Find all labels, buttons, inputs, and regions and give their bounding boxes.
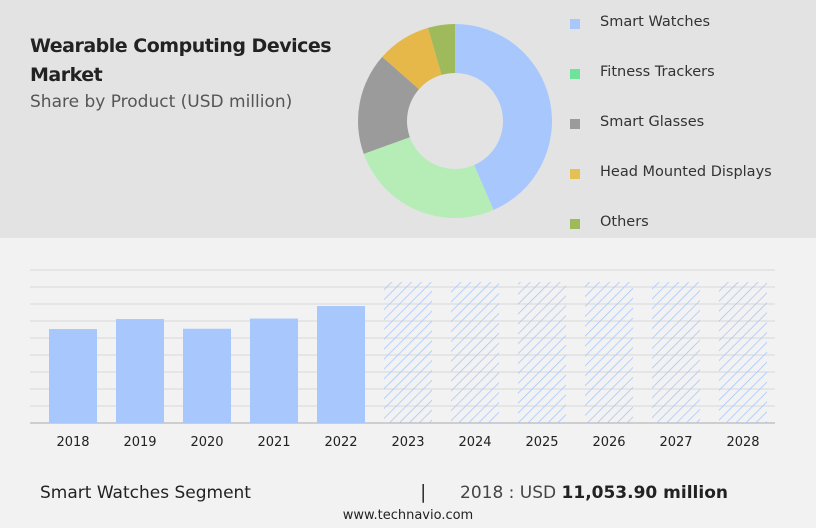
x-tick-label: 2027 bbox=[659, 435, 692, 450]
bar-2023 bbox=[384, 282, 432, 423]
bar-2025 bbox=[518, 282, 566, 423]
legend: Smart Watches Fitness Trackers Smart Glass… bbox=[570, 14, 816, 234]
legend-item: Smart Watches bbox=[570, 14, 810, 34]
bar-2019 bbox=[116, 319, 164, 423]
bar-2028 bbox=[719, 282, 767, 423]
legend-item: Fitness Trackers bbox=[570, 64, 810, 84]
legend-swatch bbox=[570, 119, 580, 129]
legend-swatch bbox=[570, 169, 580, 179]
segment-label: Smart Watches Segment bbox=[40, 483, 251, 503]
x-tick-label: 2020 bbox=[190, 435, 223, 450]
legend-label: Others bbox=[600, 214, 649, 230]
bar-2021 bbox=[250, 318, 298, 423]
donut-slice-fitness-trackers bbox=[363, 137, 494, 218]
x-tick-label: 2026 bbox=[592, 435, 625, 450]
legend-swatch bbox=[570, 219, 580, 229]
page-title: Wearable Computing Devices Market bbox=[30, 35, 332, 86]
source-url: www.technavio.com bbox=[342, 508, 474, 523]
legend-item: Head Mounted Displays bbox=[570, 164, 810, 184]
bar-2027 bbox=[652, 282, 700, 423]
x-tick-label: 2018 bbox=[56, 435, 89, 450]
legend-item: Smart Glasses bbox=[570, 114, 810, 134]
x-tick-label: 2024 bbox=[458, 435, 491, 450]
x-tick-label: 2025 bbox=[525, 435, 558, 450]
x-tick-label: 2019 bbox=[123, 435, 156, 450]
bar-2020 bbox=[183, 328, 231, 423]
bar-2018 bbox=[49, 329, 97, 423]
donut-slice-others bbox=[427, 24, 455, 75]
value-amount: 11,053.90 million bbox=[561, 483, 728, 503]
legend-swatch bbox=[570, 69, 580, 79]
bar-2026 bbox=[585, 282, 633, 423]
separator: | bbox=[420, 481, 427, 503]
legend-label: Fitness Trackers bbox=[600, 64, 715, 80]
legend-label: Smart Watches bbox=[600, 14, 711, 30]
x-tick-label: 2028 bbox=[726, 435, 759, 450]
segment-value: 2018 : USD 11,053.90 million bbox=[460, 483, 728, 503]
x-tick-label: 2023 bbox=[391, 435, 424, 450]
value-prefix: 2018 : USD bbox=[460, 483, 562, 503]
legend-swatch bbox=[570, 19, 580, 29]
donut-slice-smart-watches bbox=[455, 24, 552, 211]
page-subtitle: Share by Product (USD million) bbox=[30, 92, 293, 112]
legend-item: Others bbox=[570, 214, 810, 234]
legend-label: Head Mounted Displays bbox=[600, 164, 772, 180]
donut-slice-head-mounted-displays bbox=[382, 27, 442, 90]
bar-2022 bbox=[317, 306, 365, 423]
legend-label: Smart Glasses bbox=[600, 114, 705, 130]
bar-2024 bbox=[451, 282, 499, 423]
x-tick-label: 2022 bbox=[324, 435, 357, 450]
donut-slice-smart-glasses bbox=[357, 56, 419, 154]
x-tick-label: 2021 bbox=[257, 435, 290, 450]
